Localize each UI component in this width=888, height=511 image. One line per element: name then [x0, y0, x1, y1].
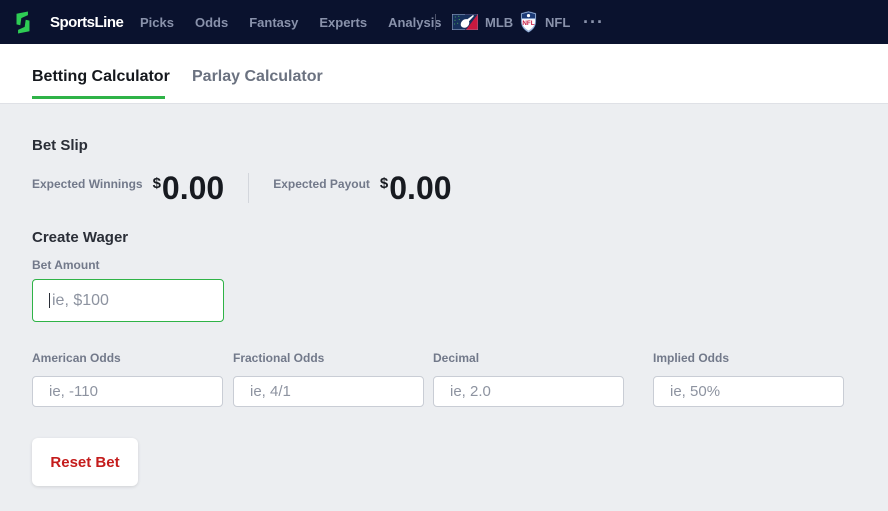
svg-text:NFL: NFL — [522, 20, 534, 27]
